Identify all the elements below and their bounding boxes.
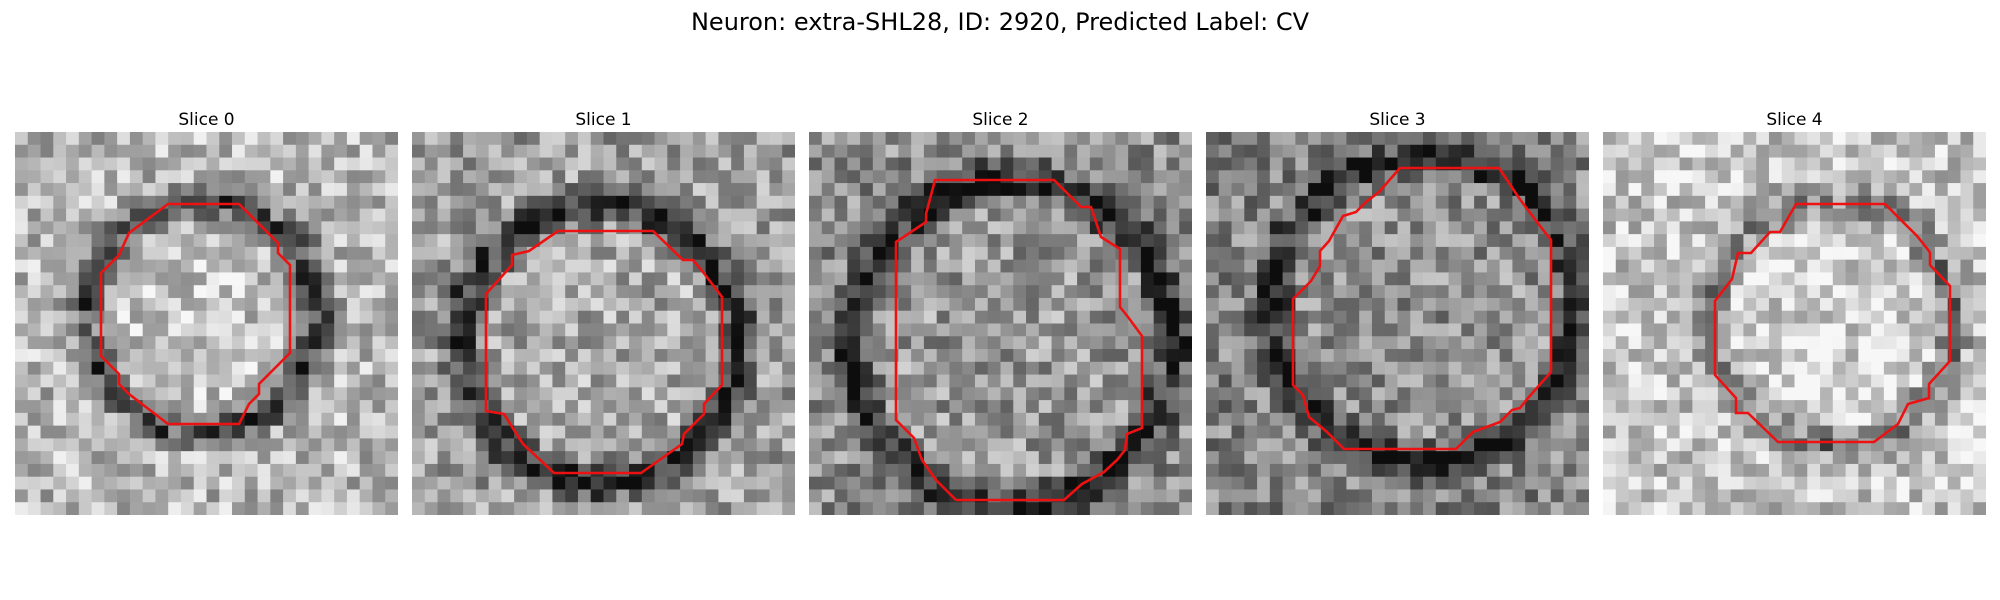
slice-title-3: Slice 3 xyxy=(1369,110,1426,130)
cell-contour-3 xyxy=(1291,166,1553,451)
slice-title-0: Slice 0 xyxy=(178,110,235,130)
cell-contour-1 xyxy=(484,229,724,475)
slice-image-3 xyxy=(1206,132,1589,515)
slice-image-0 xyxy=(15,132,398,515)
slice-title-2: Slice 2 xyxy=(972,110,1029,130)
slice-panel-0: Slice 0 xyxy=(15,108,398,515)
slice-panel-3: Slice 3 xyxy=(1206,108,1589,515)
slice-image-1 xyxy=(412,132,795,515)
figure-title: Neuron: extra-SHL28, ID: 2920, Predicted… xyxy=(690,8,1310,36)
slice-title-1: Slice 1 xyxy=(575,110,632,130)
cell-contour-0 xyxy=(99,202,292,426)
slice-image-2 xyxy=(809,132,1192,515)
cell-contour-2 xyxy=(894,178,1144,502)
slice-panel-1: Slice 1 xyxy=(412,108,795,515)
slice-panel-4: Slice 4 xyxy=(1603,108,1986,515)
slice-title-4: Slice 4 xyxy=(1766,110,1823,130)
slice-panel-2: Slice 2 xyxy=(809,108,1192,515)
cell-contour-4 xyxy=(1713,202,1952,444)
slice-image-4 xyxy=(1603,132,1986,515)
